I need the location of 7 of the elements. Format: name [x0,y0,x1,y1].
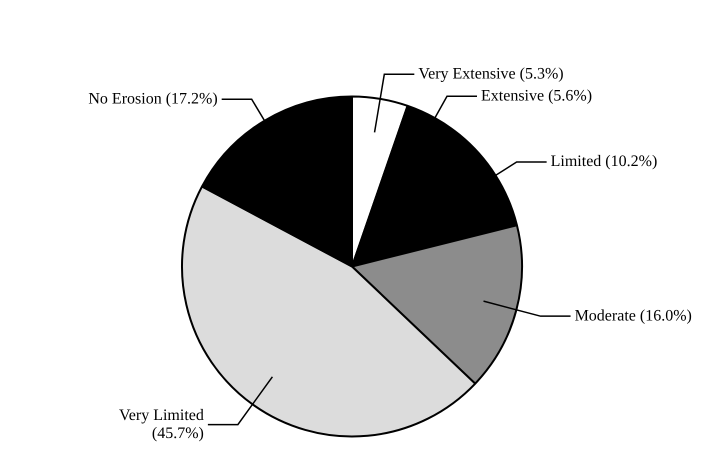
data-label: (45.7%) [152,424,204,442]
slice-label: Moderate (16.0%) [574,307,692,324]
slice-label: No Erosion (17.2%) [88,90,218,108]
slice-label: Extensive (5.6%) [481,87,592,104]
slice-label: Very Extensive (5.3%) [418,65,564,82]
slice-label: Very Limited [119,406,204,424]
slice-label: Limited (10.2%) [550,153,658,170]
